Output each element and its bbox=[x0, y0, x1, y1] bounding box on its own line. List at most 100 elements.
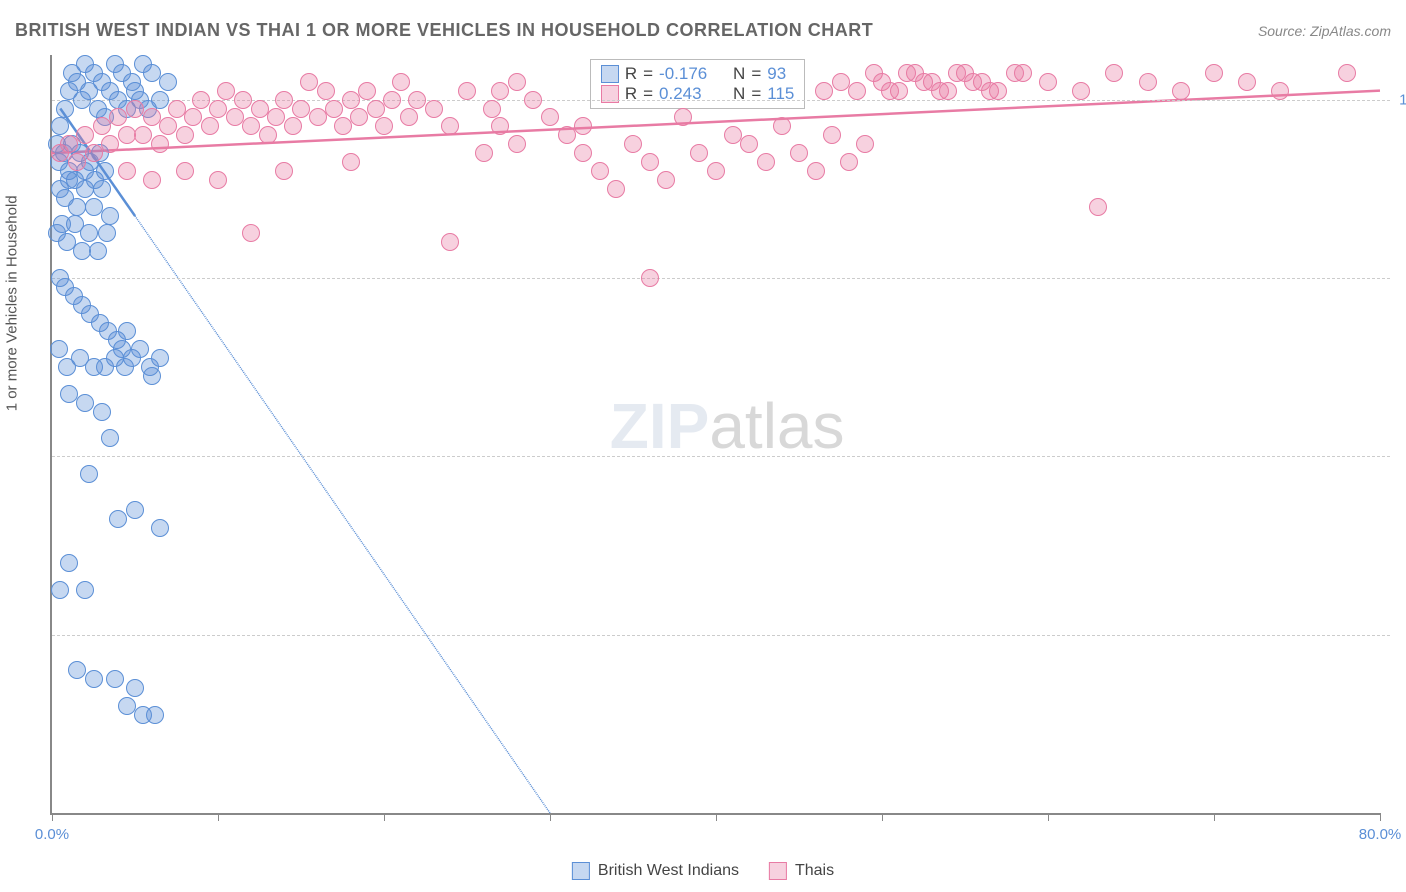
watermark: ZIPatlas bbox=[610, 389, 845, 463]
data-point-thai bbox=[574, 144, 592, 162]
y-axis-label: 1 or more Vehicles in Household bbox=[4, 195, 21, 411]
data-point-thai bbox=[342, 91, 360, 109]
legend-label: British West Indians bbox=[598, 862, 739, 880]
data-point-thai bbox=[101, 135, 119, 153]
data-point-thai bbox=[383, 91, 401, 109]
data-point-bwi bbox=[56, 100, 74, 118]
data-point-thai bbox=[109, 108, 127, 126]
data-point-thai bbox=[981, 82, 999, 100]
data-point-bwi bbox=[93, 180, 111, 198]
source-label: Source: ZipAtlas.com bbox=[1258, 23, 1391, 39]
data-point-thai bbox=[757, 153, 775, 171]
data-point-bwi bbox=[143, 64, 161, 82]
data-point-thai bbox=[275, 91, 293, 109]
bottom-legend: British West Indians Thais bbox=[572, 862, 834, 880]
gridline bbox=[52, 278, 1390, 279]
data-point-thai bbox=[143, 108, 161, 126]
legend-label: Thais bbox=[795, 862, 834, 880]
n-value: 93 bbox=[767, 64, 786, 84]
data-point-bwi bbox=[131, 340, 149, 358]
data-point-thai bbox=[134, 126, 152, 144]
stats-row-bwi: R=-0.176N=93 bbox=[601, 64, 795, 84]
data-point-thai bbox=[1172, 82, 1190, 100]
data-point-bwi bbox=[96, 162, 114, 180]
data-point-thai bbox=[309, 108, 327, 126]
data-point-thai bbox=[524, 91, 542, 109]
data-point-thai bbox=[541, 108, 559, 126]
data-point-thai bbox=[458, 82, 476, 100]
data-point-thai bbox=[317, 82, 335, 100]
data-point-thai bbox=[275, 162, 293, 180]
swatch-icon bbox=[769, 862, 787, 880]
data-point-thai bbox=[242, 117, 260, 135]
x-tick bbox=[218, 813, 219, 821]
data-point-thai bbox=[375, 117, 393, 135]
data-point-thai bbox=[508, 135, 526, 153]
data-point-thai bbox=[176, 162, 194, 180]
gridline bbox=[52, 100, 1390, 101]
x-tick bbox=[550, 813, 551, 821]
data-point-bwi bbox=[93, 403, 111, 421]
data-point-thai bbox=[60, 135, 78, 153]
data-point-thai bbox=[508, 73, 526, 91]
data-point-bwi bbox=[89, 242, 107, 260]
data-point-bwi bbox=[143, 367, 161, 385]
data-point-thai bbox=[773, 117, 791, 135]
data-point-thai bbox=[491, 117, 509, 135]
x-tick-label: 80.0% bbox=[1359, 826, 1402, 843]
data-point-thai bbox=[1271, 82, 1289, 100]
data-point-bwi bbox=[60, 171, 78, 189]
data-point-thai bbox=[350, 108, 368, 126]
gridline bbox=[52, 456, 1390, 457]
data-point-thai bbox=[690, 144, 708, 162]
x-tick bbox=[1048, 813, 1049, 821]
x-tick bbox=[1380, 813, 1381, 821]
data-point-bwi bbox=[106, 670, 124, 688]
data-point-bwi bbox=[80, 224, 98, 242]
r-value: 0.243 bbox=[659, 84, 719, 104]
data-point-bwi bbox=[151, 91, 169, 109]
data-point-thai bbox=[483, 100, 501, 118]
data-point-thai bbox=[674, 108, 692, 126]
data-point-bwi bbox=[118, 322, 136, 340]
data-point-thai bbox=[491, 82, 509, 100]
data-point-thai bbox=[151, 135, 169, 153]
data-point-thai bbox=[226, 108, 244, 126]
data-point-thai bbox=[85, 144, 103, 162]
data-point-thai bbox=[425, 100, 443, 118]
n-value: 115 bbox=[767, 84, 794, 104]
data-point-thai bbox=[724, 126, 742, 144]
data-point-bwi bbox=[151, 349, 169, 367]
data-point-bwi bbox=[85, 198, 103, 216]
data-point-thai bbox=[259, 126, 277, 144]
data-point-thai bbox=[591, 162, 609, 180]
data-point-thai bbox=[624, 135, 642, 153]
data-point-thai bbox=[201, 117, 219, 135]
data-point-bwi bbox=[76, 180, 94, 198]
x-tick-label: 0.0% bbox=[35, 826, 69, 843]
data-point-bwi bbox=[146, 706, 164, 724]
stats-legend-box: R=-0.176N=93R=0.243N=115 bbox=[590, 59, 806, 109]
data-point-thai bbox=[292, 100, 310, 118]
data-point-thai bbox=[68, 153, 86, 171]
chart-title: BRITISH WEST INDIAN VS THAI 1 OR MORE VE… bbox=[15, 20, 873, 41]
data-point-thai bbox=[915, 73, 933, 91]
data-point-thai bbox=[184, 108, 202, 126]
data-point-thai bbox=[1338, 64, 1356, 82]
data-point-thai bbox=[176, 126, 194, 144]
data-point-thai bbox=[267, 108, 285, 126]
data-point-bwi bbox=[73, 242, 91, 260]
data-point-thai bbox=[118, 162, 136, 180]
data-point-bwi bbox=[80, 465, 98, 483]
data-point-thai bbox=[242, 224, 260, 242]
data-point-bwi bbox=[51, 117, 69, 135]
plot-area: ZIPatlas R=-0.176N=93R=0.243N=115 40.0%6… bbox=[50, 55, 1380, 815]
data-point-thai bbox=[707, 162, 725, 180]
data-point-thai bbox=[1238, 73, 1256, 91]
data-point-bwi bbox=[118, 697, 136, 715]
data-point-thai bbox=[1039, 73, 1057, 91]
legend-item: British West Indians bbox=[572, 862, 739, 880]
data-point-thai bbox=[931, 82, 949, 100]
data-point-bwi bbox=[159, 73, 177, 91]
data-point-thai bbox=[1014, 64, 1032, 82]
